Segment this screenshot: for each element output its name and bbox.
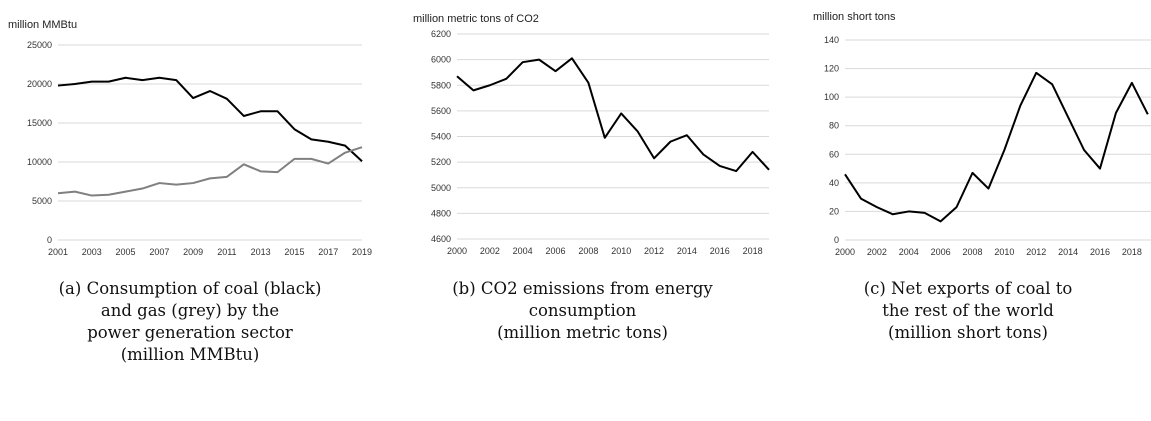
x-tick-label: 2008 bbox=[578, 246, 598, 256]
caption-line: (b) CO2 emissions from energy bbox=[452, 279, 713, 298]
y-tick-label: 5800 bbox=[431, 80, 451, 90]
x-tick-label: 2012 bbox=[644, 246, 664, 256]
x-tick-label: 2016 bbox=[1090, 247, 1110, 257]
series-line bbox=[57, 76, 363, 162]
caption-line: power generation sector bbox=[87, 323, 293, 342]
caption-line: consumption bbox=[528, 301, 637, 320]
y-tick-label: 4800 bbox=[431, 208, 451, 218]
y-tick-label: 40 bbox=[829, 178, 839, 188]
y-tick-label: 5000 bbox=[431, 183, 451, 193]
y-tick-label: 80 bbox=[829, 121, 839, 131]
y-tick-label: 120 bbox=[824, 64, 839, 74]
x-tick-label: 2014 bbox=[1058, 247, 1078, 257]
chart-net-coal-exports: million short tons 0 20 40 60 80 100 120 140 2000… bbox=[813, 11, 1151, 257]
x-tick-label: 2002 bbox=[867, 247, 887, 257]
unit-label: million metric tons of CO2 bbox=[413, 13, 539, 25]
series-line bbox=[844, 71, 1149, 223]
x-tick-label: 2012 bbox=[1026, 247, 1046, 257]
y-tick-label: 0 bbox=[47, 235, 52, 245]
y-tick-label: 5400 bbox=[431, 132, 451, 142]
caption-line: (million metric tons) bbox=[497, 323, 668, 342]
x-tick-label: 2015 bbox=[284, 247, 304, 257]
y-tick-label: 100 bbox=[824, 92, 839, 102]
x-tick-label: 2010 bbox=[611, 246, 631, 256]
caption-a: (a) Consumption of coal (black) and gas … bbox=[0, 278, 380, 366]
series-line bbox=[57, 146, 363, 197]
caption-line: the rest of the world bbox=[882, 301, 1054, 320]
x-tick-label: 2004 bbox=[899, 247, 919, 257]
y-tick-label: 0 bbox=[834, 235, 839, 245]
x-tick-label: 2018 bbox=[1122, 247, 1142, 257]
x-tick-label: 2014 bbox=[677, 246, 697, 256]
x-tick-label: 2016 bbox=[710, 246, 730, 256]
y-tick-label: 140 bbox=[824, 35, 839, 45]
x-tick-label: 2005 bbox=[116, 247, 136, 257]
chart-coal-gas-consumption: million MMBtu 0 5000 10000 15000 20000 25000 20… bbox=[8, 19, 372, 257]
x-tick-label: 2007 bbox=[149, 247, 169, 257]
caption-line: (a) Consumption of coal (black) bbox=[58, 279, 322, 298]
unit-label: million MMBtu bbox=[8, 19, 77, 31]
x-tick-label: 2000 bbox=[447, 246, 467, 256]
x-tick-label: 2000 bbox=[835, 247, 855, 257]
x-tick-label: 2018 bbox=[743, 246, 763, 256]
x-tick-label: 2001 bbox=[48, 247, 68, 257]
x-tick-label: 2009 bbox=[183, 247, 203, 257]
panel-co2-emissions: million metric tons of CO2 4600 4800 5000 52… bbox=[385, 0, 780, 421]
y-tick-label: 4600 bbox=[431, 234, 451, 244]
chart-co2-emissions: million metric tons of CO2 4600 4800 5000 52… bbox=[413, 13, 770, 256]
caption-line: (million short tons) bbox=[888, 323, 1048, 342]
x-tick-label: 2006 bbox=[931, 247, 951, 257]
panel-net-coal-exports: million short tons 0 20 40 60 80 100 120 140 2000… bbox=[785, 0, 1151, 421]
caption-line: (million MMBtu) bbox=[120, 345, 260, 364]
x-tick-label: 2008 bbox=[962, 247, 982, 257]
y-tick-label: 60 bbox=[829, 149, 839, 159]
y-tick-label: 6200 bbox=[431, 29, 451, 39]
x-tick-label: 2013 bbox=[251, 247, 271, 257]
caption-line: (c) Net exports of coal to bbox=[863, 279, 1073, 298]
x-tick-label: 2004 bbox=[513, 246, 533, 256]
x-tick-label: 2010 bbox=[994, 247, 1014, 257]
y-tick-label: 25000 bbox=[27, 40, 52, 50]
y-tick-label: 5600 bbox=[431, 106, 451, 116]
unit-label: million short tons bbox=[813, 11, 896, 23]
y-tick-label: 20000 bbox=[27, 79, 52, 89]
y-tick-label: 10000 bbox=[27, 157, 52, 167]
y-tick-label: 5000 bbox=[32, 196, 52, 206]
caption-c: (c) Net exports of coal to the rest of t… bbox=[785, 278, 1151, 344]
caption-b: (b) CO2 emissions from energy consumptio… bbox=[385, 278, 780, 344]
x-tick-label: 2019 bbox=[352, 247, 372, 257]
x-tick-label: 2006 bbox=[546, 246, 566, 256]
y-tick-label: 5200 bbox=[431, 157, 451, 167]
y-tick-label: 6000 bbox=[431, 55, 451, 65]
series-line bbox=[456, 57, 770, 173]
y-tick-label: 15000 bbox=[27, 118, 52, 128]
x-tick-label: 2017 bbox=[318, 247, 338, 257]
y-tick-label: 20 bbox=[829, 206, 839, 216]
x-tick-label: 2003 bbox=[82, 247, 102, 257]
panel-coal-gas-consumption: million MMBtu 0 5000 10000 15000 20000 25000 20… bbox=[0, 0, 380, 421]
x-tick-label: 2011 bbox=[217, 247, 236, 257]
x-tick-label: 2002 bbox=[480, 246, 500, 256]
caption-line: and gas (grey) by the bbox=[100, 301, 280, 320]
